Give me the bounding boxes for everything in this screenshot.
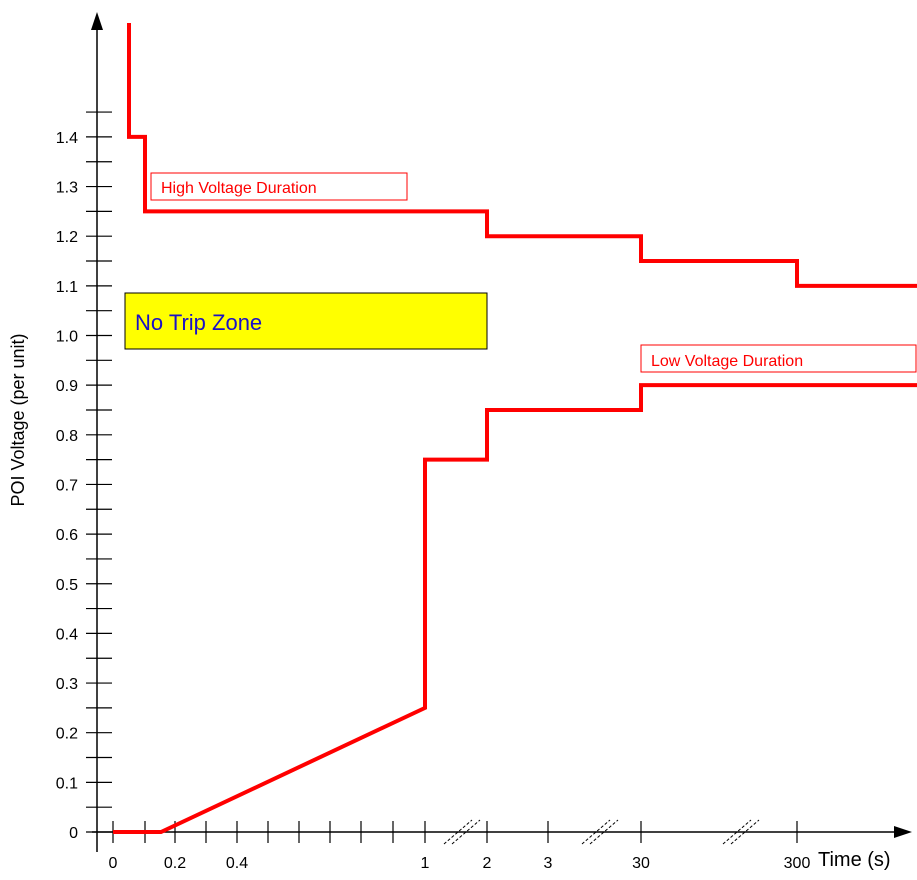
y-tick-label: 0.7 — [56, 477, 78, 494]
high-voltage-annotation: High Voltage Duration — [150, 172, 408, 201]
x-tick-label: 2 — [483, 855, 492, 872]
y-tick-label: 0.5 — [56, 577, 78, 594]
x-tick-label: 300 — [784, 855, 811, 872]
y-tick-label: 0.9 — [56, 378, 78, 395]
y-tick-label: 0.3 — [56, 676, 78, 693]
y-axis-arrow — [91, 12, 103, 30]
y-tick-label: 1.3 — [56, 180, 78, 197]
y-tick-label: 0.8 — [56, 428, 78, 445]
low-voltage-curve — [113, 383, 917, 834]
axis-break-mark — [443, 819, 481, 845]
low-voltage-annotation-label: Low Voltage Duration — [651, 353, 803, 370]
axis-break-slash — [581, 819, 611, 845]
no-trip-zone: No Trip Zone — [124, 292, 488, 350]
high-voltage-annotation-label: High Voltage Duration — [161, 180, 317, 197]
axis-break-mark — [722, 819, 760, 845]
x-axis-title: Time (s) — [818, 849, 891, 871]
x-tick-label: 0 — [109, 855, 118, 872]
x-axis-arrow — [894, 826, 912, 838]
axis-break-slash — [730, 819, 760, 845]
y-axis-title: POI Voltage (per unit) — [8, 333, 28, 506]
no-trip-zone-box — [124, 292, 488, 350]
annotations: High Voltage Duration Low Voltage Duratio… — [150, 172, 917, 373]
x-tick-label: 1 — [421, 855, 430, 872]
x-tick-label: 0.4 — [226, 855, 248, 872]
axis-break-slash — [443, 819, 473, 845]
high-voltage-curve — [127, 23, 917, 288]
axis-break-slash — [451, 819, 481, 845]
y-tick-label: 1.1 — [56, 279, 78, 296]
y-tick-label: 1.4 — [56, 130, 78, 147]
y-tick-label: 1.2 — [56, 229, 78, 246]
axis-break-mark — [581, 819, 619, 845]
y-tick-label: 0.1 — [56, 775, 78, 792]
axis-break-slash — [589, 819, 619, 845]
no-trip-zone-label: No Trip Zone — [135, 310, 262, 335]
y-tick-label: 1.0 — [56, 329, 78, 346]
y-tick-label: 0.6 — [56, 527, 78, 544]
y-tick-label: 0.4 — [56, 626, 78, 643]
curves — [113, 23, 917, 834]
axis-break-slash — [722, 819, 752, 845]
x-tick-label: 0.2 — [164, 855, 186, 872]
y-axis-ticks: 0 0.1 0.2 0.3 0.4 0.5 0.6 0.7 0.8 0.9 1.0 1.1 1.2 1.3… — [56, 111, 112, 842]
x-tick-label: 30 — [632, 855, 650, 872]
y-tick-label: 0 — [69, 825, 78, 842]
axes — [91, 12, 912, 852]
x-axis-ticks: 0 0.2 0.4 1 2 3 30 300 — [109, 821, 811, 872]
low-voltage-annotation: Low Voltage Duration — [640, 344, 917, 373]
y-tick-label: 0.2 — [56, 726, 78, 743]
high-voltage-annotation-box — [150, 172, 408, 201]
x-axis-breaks — [443, 819, 760, 845]
low-voltage-annotation-box — [640, 344, 917, 373]
x-tick-label: 3 — [544, 855, 553, 872]
